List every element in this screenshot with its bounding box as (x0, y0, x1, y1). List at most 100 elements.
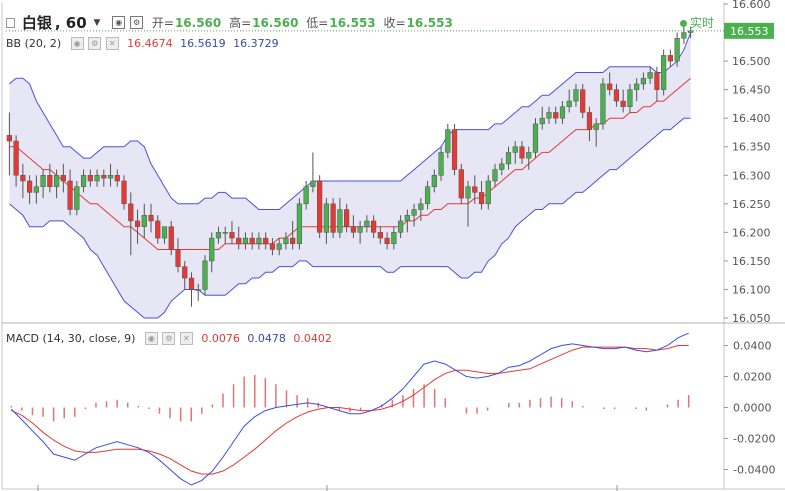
candle[interactable] (350, 215, 356, 239)
candle[interactable] (20, 163, 26, 199)
candle[interactable] (634, 78, 640, 102)
candle[interactable] (121, 175, 127, 210)
candle[interactable] (370, 215, 377, 239)
eye-icon[interactable]: ◉ (112, 16, 126, 29)
candle[interactable] (566, 89, 572, 113)
candle[interactable] (168, 220, 174, 256)
candle[interactable] (485, 175, 491, 210)
candle[interactable] (134, 209, 141, 244)
candle[interactable] (404, 209, 410, 233)
candle[interactable] (128, 192, 134, 256)
candle[interactable] (492, 163, 498, 187)
candle[interactable] (472, 175, 478, 204)
candle[interactable] (465, 180, 471, 227)
candle[interactable] (478, 180, 485, 210)
eye-icon[interactable]: ◉ (70, 36, 84, 50)
candle[interactable] (74, 180, 80, 216)
symbol-name[interactable]: 白银 (21, 14, 52, 32)
candle[interactable] (674, 32, 680, 67)
candle[interactable] (526, 146, 532, 170)
candle[interactable] (263, 232, 269, 250)
candle[interactable] (532, 118, 539, 159)
candle[interactable] (195, 283, 201, 301)
candle[interactable] (148, 203, 154, 233)
candle[interactable] (283, 232, 289, 250)
candle[interactable] (364, 215, 370, 233)
candle[interactable] (499, 158, 505, 176)
candle[interactable] (155, 215, 161, 244)
interval-label[interactable]: , 60 (54, 13, 87, 32)
close-icon[interactable]: ✕ (179, 331, 193, 345)
candle[interactable] (384, 232, 390, 250)
candle[interactable] (337, 198, 343, 239)
candle[interactable] (323, 198, 330, 244)
candle[interactable] (303, 180, 309, 210)
candle[interactable] (580, 83, 586, 119)
gear-icon[interactable]: ⚙ (88, 36, 102, 50)
candle[interactable] (586, 106, 593, 142)
candle[interactable] (613, 83, 620, 107)
candle[interactable] (344, 203, 350, 233)
candle[interactable] (47, 163, 53, 193)
gear-icon[interactable]: ⚙ (162, 331, 176, 345)
candle[interactable] (182, 260, 188, 290)
candle[interactable] (600, 78, 606, 130)
candle[interactable] (546, 106, 552, 124)
candle[interactable] (249, 232, 255, 250)
candle[interactable] (391, 226, 397, 250)
menu-icon[interactable] (6, 17, 15, 28)
candle[interactable] (681, 26, 687, 44)
candle[interactable] (209, 232, 215, 273)
candle[interactable] (377, 226, 383, 244)
candle[interactable] (620, 89, 626, 113)
candle[interactable] (114, 169, 120, 187)
candle[interactable] (215, 226, 222, 244)
gear-icon[interactable]: ⚙ (130, 16, 144, 29)
candle[interactable] (357, 220, 363, 244)
candle[interactable] (26, 175, 33, 204)
candle[interactable] (40, 169, 46, 199)
candle[interactable] (667, 49, 674, 67)
candle[interactable] (661, 49, 667, 96)
candle[interactable] (654, 66, 660, 102)
candle[interactable] (647, 66, 653, 84)
candle[interactable] (445, 123, 451, 159)
candle[interactable] (236, 226, 242, 250)
candle[interactable] (276, 238, 282, 256)
candle[interactable] (161, 226, 168, 244)
candle[interactable] (451, 123, 458, 176)
candle[interactable] (330, 198, 336, 239)
candle[interactable] (141, 203, 147, 239)
candle[interactable] (87, 169, 93, 187)
candle[interactable] (67, 169, 73, 216)
bb-label[interactable]: BB (20, 2) (6, 36, 62, 50)
candle[interactable] (290, 220, 296, 250)
candle[interactable] (296, 198, 303, 250)
candle[interactable] (269, 238, 276, 256)
candle[interactable] (539, 106, 545, 130)
candle[interactable] (242, 232, 249, 250)
candle[interactable] (33, 175, 39, 204)
candle[interactable] (107, 163, 114, 187)
candle[interactable] (175, 238, 181, 273)
candle[interactable] (505, 146, 512, 170)
candle[interactable] (60, 163, 66, 193)
candle[interactable] (310, 152, 316, 193)
candle[interactable] (94, 169, 100, 187)
candle[interactable] (229, 220, 235, 244)
candle[interactable] (573, 83, 579, 107)
candle[interactable] (411, 203, 417, 227)
candle[interactable] (101, 169, 107, 187)
candle[interactable] (519, 141, 525, 164)
candle[interactable] (256, 232, 262, 250)
candle[interactable] (397, 215, 404, 239)
candle[interactable] (559, 101, 566, 124)
candle[interactable] (418, 198, 424, 221)
candle[interactable] (6, 112, 12, 176)
macd-label[interactable]: MACD (14, 30, close, 9) (6, 331, 136, 345)
candle[interactable] (53, 169, 60, 199)
candle[interactable] (424, 180, 431, 210)
candle[interactable] (593, 118, 599, 147)
candle[interactable] (438, 146, 444, 181)
candle[interactable] (13, 135, 19, 187)
